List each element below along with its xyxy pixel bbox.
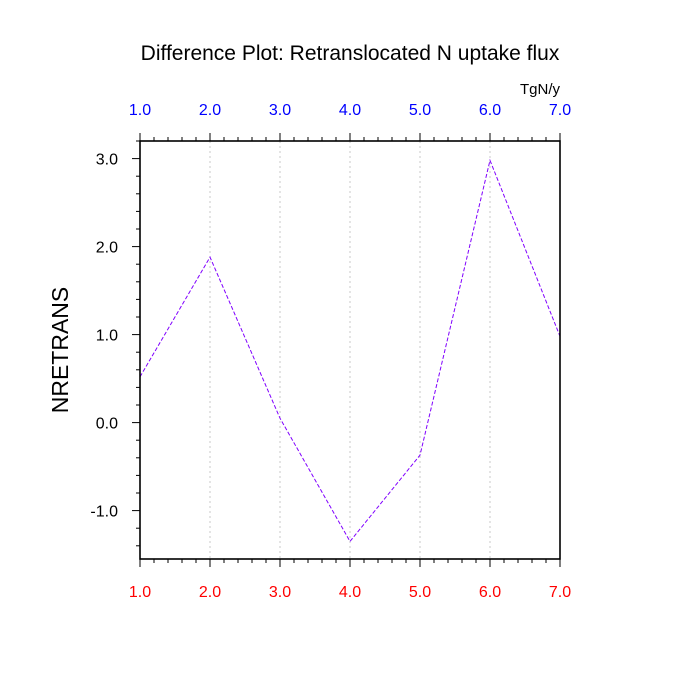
x-tick-label-bottom-6: 6.0 (479, 584, 501, 601)
y-tick-label-3: 1.0 (96, 328, 118, 345)
x-tick-label-bottom-7: 7.0 (549, 584, 571, 601)
y-tick-label-5: 3.0 (96, 152, 118, 169)
x-tick-label-top-4: 4.0 (339, 102, 361, 119)
labels-layer: 1.0 1.0 2.0 2.0 3.0 3.0 4.0 4.0 5.0 5.0 6.0 6.0 7.0 7… (90, 102, 571, 601)
x-tick-label-top-2: 2.0 (199, 102, 221, 119)
units-label: TgN/y (520, 81, 561, 98)
x-tick-label-bottom-2: 2.0 (199, 584, 221, 601)
y-tick-label-1: -1.0 (90, 504, 118, 521)
x-tick-label-top-6: 6.0 (479, 102, 501, 119)
x-tick-label-bottom-3: 3.0 (269, 584, 291, 601)
x-tick-label-bottom-4: 4.0 (339, 584, 361, 601)
x-tick-label-bottom-5: 5.0 (409, 584, 431, 601)
grid-layer (209, 141, 491, 559)
y-axis-label: NRETRANS (47, 287, 73, 414)
y-tick-label-4: 2.0 (96, 240, 118, 257)
x-tick-label-top-7: 7.0 (549, 102, 571, 119)
x-tick-label-top-3: 3.0 (269, 102, 291, 119)
chart-title: Difference Plot: Retranslocated N uptake… (141, 42, 560, 65)
x-tick-label-top-5: 5.0 (409, 102, 431, 119)
y-tick-label-2: 0.0 (96, 416, 118, 433)
axes-layer (132, 133, 561, 567)
x-tick-label-top-1: 1.0 (129, 102, 151, 119)
x-tick-label-bottom-1: 1.0 (129, 584, 151, 601)
